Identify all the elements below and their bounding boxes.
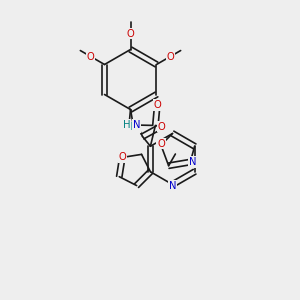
Text: H: H [125,122,132,133]
Text: H: H [123,120,130,130]
Text: O: O [127,28,134,39]
Text: N: N [169,181,176,191]
Text: O: O [118,152,126,162]
Text: N: N [133,122,140,133]
Text: O: O [167,52,174,61]
Text: N: N [189,157,196,167]
Text: O: O [154,100,162,110]
Text: N: N [133,120,141,130]
Text: O: O [87,52,94,61]
Text: O: O [157,139,165,148]
Text: O: O [158,122,165,132]
